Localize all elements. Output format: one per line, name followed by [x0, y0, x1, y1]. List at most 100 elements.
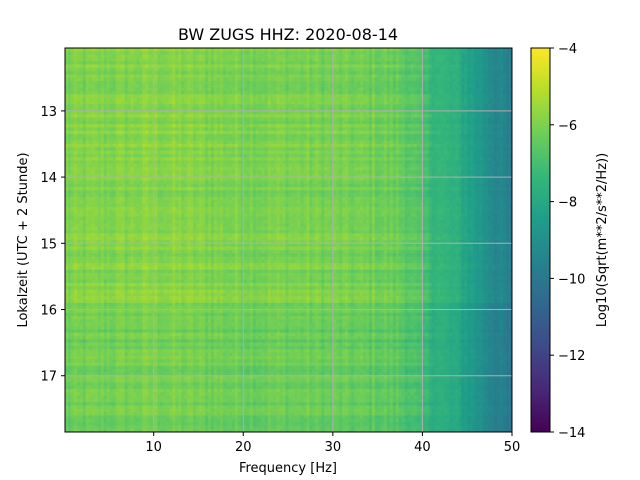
spectrogram-cell	[67, 77, 72, 82]
spectrogram-cell	[270, 81, 275, 86]
spectrogram-cell	[282, 77, 287, 82]
spectrogram-cell	[333, 81, 337, 86]
spectrogram-cell	[255, 87, 260, 92]
spectrogram-cell	[106, 61, 111, 66]
spectrogram-cell	[461, 87, 465, 92]
spectrogram-cell	[488, 81, 492, 86]
spectrogram-cell	[249, 54, 254, 59]
spectrogram-cell	[333, 48, 337, 52]
spectrogram-cell	[488, 84, 492, 89]
spectrogram-cell	[449, 94, 453, 99]
spectrogram-cell	[211, 84, 215, 89]
spectrogram-cell	[160, 64, 164, 69]
spectrogram-cell	[434, 54, 439, 59]
spectrogram-cell	[368, 48, 373, 52]
spectrogram-cell	[318, 107, 322, 112]
spectrogram-cell	[85, 71, 90, 76]
spectrogram-cell	[383, 84, 388, 89]
spectrogram-cell	[431, 64, 436, 69]
spectrogram-cell	[237, 91, 242, 95]
spectrogram-cell	[351, 97, 355, 102]
spectrogram-cell	[449, 67, 453, 72]
spectrogram-cell	[342, 77, 346, 82]
spectrogram-cell	[91, 97, 96, 102]
spectrogram-cell	[100, 57, 105, 62]
spectrogram-cell	[458, 54, 462, 59]
spectrogram-cell	[297, 67, 302, 72]
spectrogram-cell	[357, 100, 361, 105]
spectrogram-cell	[389, 74, 394, 79]
spectrogram-cell	[342, 64, 346, 69]
spectrogram-cell	[258, 84, 263, 89]
spectrogram-cell	[410, 91, 415, 95]
spectrogram-cell	[240, 67, 245, 72]
spectrogram-cell	[118, 64, 123, 69]
spectrogram-cell	[267, 48, 272, 52]
spectrogram-cell	[205, 100, 209, 105]
spectrogram-cell	[270, 54, 275, 59]
spectrogram-cell	[255, 64, 260, 69]
spectrogram-cell	[348, 74, 352, 79]
spectrogram-cell	[234, 107, 239, 112]
spectrogram-cell	[276, 48, 281, 52]
spectrogram-cell	[327, 107, 331, 112]
spectrogram-cell	[163, 77, 167, 82]
spectrogram-cell	[473, 67, 477, 72]
spectrogram-cell	[136, 84, 141, 89]
spectrogram-cell	[446, 84, 451, 89]
spectrogram-cell	[467, 48, 471, 52]
spectrogram-cell	[258, 71, 263, 76]
spectrogram-cell	[321, 57, 325, 62]
spectrogram-cell	[103, 64, 108, 69]
spectrogram-cell	[208, 71, 212, 76]
spectrogram-cell	[208, 48, 212, 52]
spectrogram-cell	[136, 54, 141, 59]
spectrogram-cell	[351, 51, 355, 56]
spectrogram-cell	[285, 54, 290, 59]
spectrogram-cell	[267, 71, 272, 76]
spectrogram-cell	[312, 87, 316, 92]
spectrogram-cell	[282, 81, 287, 86]
spectrogram-cell	[154, 67, 158, 72]
spectrogram-cell	[371, 74, 376, 79]
spectrogram-cell	[488, 87, 492, 92]
spectrogram-cell	[148, 71, 153, 76]
spectrogram-cell	[273, 67, 278, 72]
spectrogram-cell	[166, 104, 170, 109]
spectrogram-cell	[392, 64, 397, 69]
spectrogram-cell	[452, 87, 456, 92]
spectrogram-cell	[494, 54, 498, 59]
spectrogram-cell	[327, 57, 331, 62]
spectrogram-cell	[163, 81, 167, 86]
spectrogram-cell	[252, 87, 257, 92]
spectrogram-cell	[503, 81, 507, 86]
spectrogram-cell	[211, 87, 215, 92]
spectrogram-cell	[181, 48, 185, 52]
spectrogram-cell	[348, 100, 352, 105]
spectrogram-cell	[208, 67, 212, 72]
spectrogram-cell	[488, 100, 492, 105]
spectrogram-cell	[434, 97, 439, 102]
spectrogram-cell	[199, 97, 203, 102]
spectrogram-cell	[94, 74, 99, 79]
spectrogram-cell	[243, 91, 248, 95]
spectrogram-cell	[225, 104, 230, 109]
spectrogram-cell	[148, 61, 153, 66]
spectrogram-cell	[294, 81, 299, 86]
spectrogram-cell	[124, 54, 129, 59]
spectrogram-cell	[65, 71, 69, 76]
spectrogram-cell	[392, 107, 397, 112]
spectrogram-cell	[115, 77, 120, 82]
spectrogram-cell	[345, 57, 349, 62]
spectrogram-cell	[297, 61, 302, 66]
spectrogram-cell	[109, 81, 114, 86]
spectrogram-cell	[219, 57, 224, 62]
spectrogram-cell	[458, 48, 462, 52]
spectrogram-cell	[148, 97, 153, 102]
spectrogram-cell	[425, 74, 430, 79]
spectrogram-cell	[354, 87, 358, 92]
spectrogram-cell	[336, 84, 340, 89]
spectrogram-cell	[255, 77, 260, 82]
spectrogram-cell	[142, 64, 147, 69]
spectrogram-cell	[127, 107, 132, 112]
